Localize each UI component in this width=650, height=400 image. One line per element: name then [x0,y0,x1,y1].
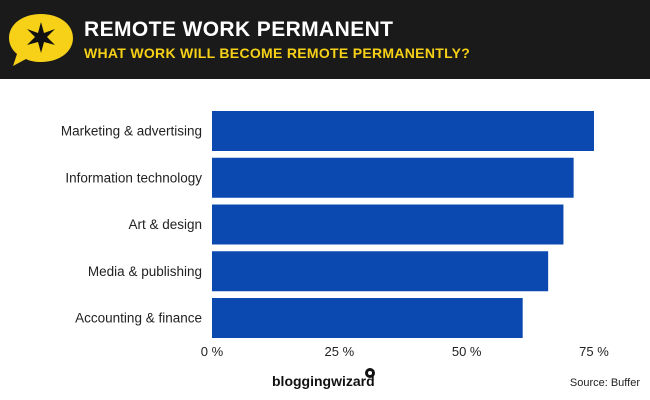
category-label: Media & publishing [88,264,202,279]
category-label: Marketing & advertising [61,124,202,139]
bar-3 [212,251,549,292]
header-banner: REMOTE WORK PERMANENT WHAT WORK WILL BEC… [0,0,650,79]
brand-name: bloggingwizard [272,373,375,389]
bar-0 [212,111,594,151]
x-tick-label: 75 % [579,344,609,359]
pin-dot-icon [365,368,375,378]
x-tick-label: 0 % [201,344,224,359]
chart-subtitle: WHAT WORK WILL BECOME REMOTE PERMANENTLY… [84,45,471,61]
category-label: Information technology [65,170,202,185]
chart-title: REMOTE WORK PERMANENT [84,18,394,41]
bar-2 [212,204,564,245]
source-note: Source: Buffer [569,377,640,389]
category-label: Art & design [128,217,202,232]
bar-4 [212,298,523,338]
star-speech-bubble-icon [9,14,73,66]
category-label: Accounting & finance [75,311,202,326]
x-tick-label: 25 % [325,344,355,359]
bar-chart: Marketing & advertising Information techn… [61,111,609,359]
x-tick-label: 50 % [452,344,482,359]
bar-1 [212,157,574,198]
